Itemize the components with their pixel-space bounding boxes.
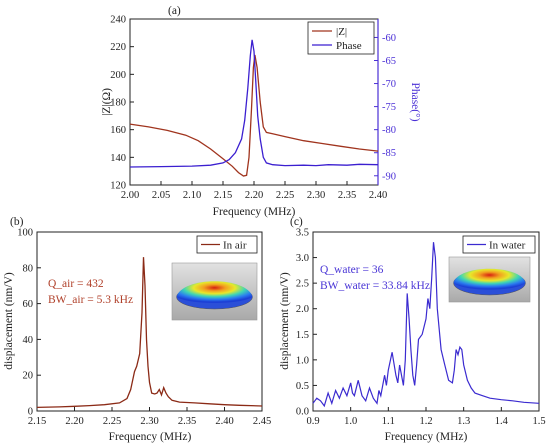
panel-c-left-y-tick-label: 3.5 <box>296 228 309 239</box>
legend-label-z: |Z| <box>336 26 347 38</box>
panel-b-x-tick-label: 2.40 <box>215 416 233 427</box>
panel-b-x-tick-label: 2.15 <box>28 416 46 427</box>
panel-c-left-y-tick-label: 1.0 <box>296 355 309 366</box>
mode-shape-inset-water <box>448 256 531 303</box>
panel-a-x-tick-label: 2.40 <box>369 190 387 201</box>
panel-a-left-y-tick-label: 240 <box>110 15 126 26</box>
panel-c-left-y-tick-label: 0.5 <box>296 381 309 392</box>
panel-b-left-y-tick-label: 0 <box>28 407 33 418</box>
panel-c-x-tick-label: 1.4 <box>495 416 509 427</box>
panel-b-legend-box <box>196 235 258 254</box>
mode-shape-inset-air <box>171 262 258 321</box>
panel-c-x-tick-label: 1.3 <box>457 416 470 427</box>
panel-c-label: (c) <box>290 216 303 228</box>
panel-a-x-tick-label: 2.05 <box>152 190 170 201</box>
panel-a-x-tick-label: 2.15 <box>214 190 232 201</box>
panel-b-legend: In air <box>196 235 258 254</box>
panel-b-left-y-tick-label: 60 <box>23 299 34 310</box>
q-air-annotation: Q_air = 432 <box>48 278 104 290</box>
phase-series-line <box>129 39 379 168</box>
panel-a-right-axis-title: Phase(°) <box>409 82 421 121</box>
panel-b-left-y-tick-label: 40 <box>23 335 34 346</box>
panel-a-x-tick-label: 2.25 <box>276 190 294 201</box>
panel-b-left-y-tick-label: 100 <box>17 228 33 239</box>
panel-a-x-tick-label: 2.10 <box>183 190 201 201</box>
panel-b: (b) 2.15 2.20 2.25 2.30 2.35 2.40 2.45 0 20 40 60 8… <box>3 216 271 443</box>
panel-b-x-tick-label: 2.25 <box>103 416 121 427</box>
in-air-series-line <box>36 257 263 409</box>
panel-b-x-axis-title: Frequency (MHz) <box>109 431 192 443</box>
panel-a-right-y-tick-label: -65 <box>382 56 396 67</box>
panel-a-right-y-tick-label: -60 <box>382 33 396 44</box>
panel-c-left-y-tick-label: 2.5 <box>296 279 309 290</box>
panel-a-right-y-tick-label: -70 <box>382 79 396 90</box>
panel-b-x-tick-label: 2.20 <box>65 416 83 427</box>
panel-c-left-y-tick-label: 0.0 <box>296 407 309 418</box>
panel-b-ticks: 2.15 2.20 2.25 2.30 2.35 2.40 2.45 0 20 40 60 80 100 <box>17 228 271 428</box>
panel-a-x-tick-label: 2.30 <box>307 190 325 201</box>
panel-b-left-y-tick-label: 80 <box>23 263 34 274</box>
panel-b-label: (b) <box>10 216 24 228</box>
panel-c-left-y-tick-label: 1.5 <box>296 330 309 341</box>
panel-c-legend: In water <box>462 235 536 254</box>
panel-a-left-y-tick-label: 220 <box>110 42 126 53</box>
panel-c-y-axis-title: displacement (nm/V) <box>279 272 291 370</box>
panel-c-legend-box <box>462 235 536 254</box>
panel-b-y-axis-title: displacement (nm/V) <box>3 272 15 370</box>
panel-c-left-y-tick-label: 2.0 <box>296 304 309 315</box>
panel-b-left-y-tick-label: 20 <box>23 371 34 382</box>
panel-c-ticks: 0.9 1.0 1.1 1.2 1.3 1.4 1.5 0.0 0.5 1.0 1.5 2.0 2.5 3… <box>296 228 546 428</box>
panel-c-x-axis-title: Frequency (MHz) <box>385 431 468 443</box>
panel-a-right-y-tick-label: -75 <box>382 102 396 113</box>
panel-a: (a) 2.00 2.05 2.10 2.15 2.20 2.25 2.30 2.35 2.40… <box>101 5 421 218</box>
panel-c-x-tick-label: 0.9 <box>306 416 319 427</box>
panel-a-legend-box <box>307 21 375 55</box>
panel-a-x-tick-label: 2.35 <box>338 190 356 201</box>
panel-a-left-y-tick-label: 180 <box>110 98 126 109</box>
panel-a-label: (a) <box>168 5 181 17</box>
panel-a-left-y-tick-label: 140 <box>110 153 126 164</box>
panel-a-x-tick-label: 2.00 <box>121 190 139 201</box>
bw-water-annotation: BW_water = 33.84 kHz <box>320 280 430 292</box>
panel-c-x-tick-label: 1.0 <box>344 416 357 427</box>
panel-b-x-tick-label: 2.45 <box>253 416 271 427</box>
panel-a-legend: |Z| Phase <box>307 21 375 55</box>
panel-a-left-y-tick-label: 160 <box>110 125 126 136</box>
panel-b-x-tick-label: 2.35 <box>178 416 196 427</box>
panel-a-right-y-tick-label: -80 <box>382 125 396 136</box>
panel-a-right-y-tick-label: -85 <box>382 148 396 159</box>
panel-a-right-y-tick-label: -90 <box>382 171 396 182</box>
panel-a-left-y-tick-label: 120 <box>110 181 126 192</box>
panel-a-x-tick-label: 2.20 <box>245 190 263 201</box>
panel-a-left-y-tick-label: 200 <box>110 70 126 81</box>
q-water-annotation: Q_water = 36 <box>320 264 384 276</box>
mode-shape-air-dome <box>176 281 253 303</box>
legend-label-in-water: In water <box>489 240 526 252</box>
z-magnitude-series-line <box>129 54 379 177</box>
panel-a-ticks: 2.00 2.05 2.10 2.15 2.20 2.25 2.30 2.35 2.40 120 1… <box>110 15 396 202</box>
panel-a-x-axis-title: Frequency (MHz) <box>213 206 296 218</box>
legend-label-in-air: In air <box>223 240 247 252</box>
mode-shape-water-dome <box>453 268 526 290</box>
panel-b-x-tick-label: 2.30 <box>140 416 158 427</box>
panel-c-x-tick-label: 1.5 <box>532 416 545 427</box>
panel-c: (c) 0.9 1.0 1.1 1.2 1.3 1.4 1.5 0.0 0.5 1.0 1.5 2.0… <box>279 216 546 443</box>
in-water-series-line <box>312 242 540 408</box>
panel-c-x-tick-label: 1.2 <box>419 416 432 427</box>
panel-a-left-axis-title: |Z|(Ω) <box>101 88 113 116</box>
legend-label-phase: Phase <box>336 40 362 52</box>
panel-c-left-y-tick-label: 3.0 <box>296 253 309 264</box>
bw-air-annotation: BW_air = 5.3 kHz <box>48 294 133 306</box>
panel-c-x-tick-label: 1.1 <box>382 416 395 427</box>
